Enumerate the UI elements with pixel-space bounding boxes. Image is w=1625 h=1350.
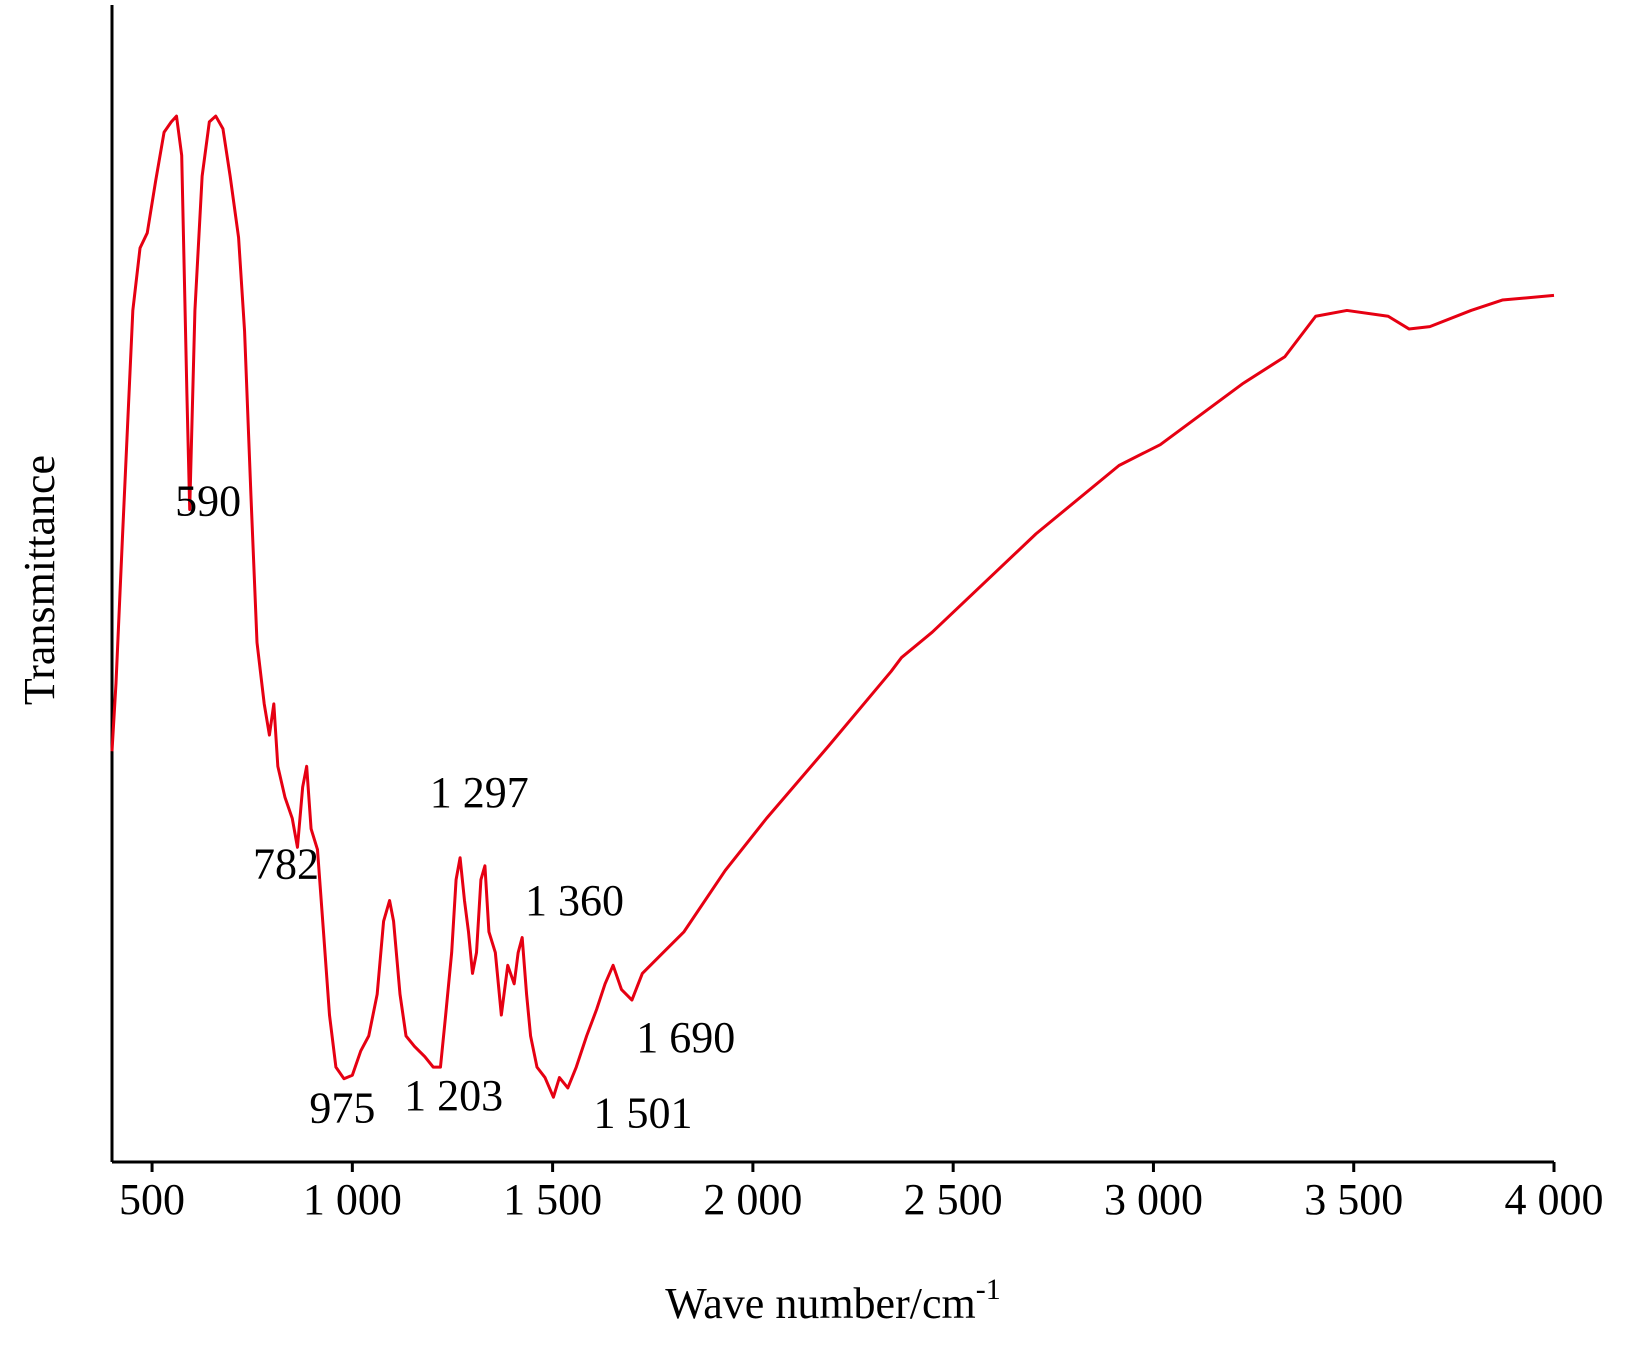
peak-label: 1 360 (525, 876, 624, 925)
x-axis-label-main: Wave number/cm (665, 1279, 975, 1328)
x-tick-label: 3 500 (1304, 1175, 1403, 1224)
x-tick-label: 1 000 (303, 1175, 402, 1224)
peak-label: 590 (175, 476, 241, 525)
x-tick-label: 4 000 (1505, 1175, 1604, 1224)
x-tick-label: 2 500 (904, 1175, 1003, 1224)
y-axis-label: Transmittance (15, 455, 64, 705)
x-tick-label: 2 000 (703, 1175, 802, 1224)
peak-label: 1 501 (594, 1088, 693, 1137)
x-tick-label: 500 (119, 1175, 185, 1224)
peak-label: 1 203 (404, 1071, 503, 1120)
x-axis-label-sup: -1 (976, 1273, 1001, 1306)
x-axis-label: Wave number/cm-1 (665, 1273, 1000, 1328)
peak-label: 1 690 (636, 1013, 735, 1062)
peak-label: 1 297 (430, 768, 529, 817)
peak-label: 782 (253, 840, 319, 889)
x-tick-label: 1 500 (503, 1175, 602, 1224)
peak-label: 975 (309, 1083, 375, 1132)
spectrum-line (110, 114, 1555, 1099)
x-tick-label: 3 000 (1104, 1175, 1203, 1224)
